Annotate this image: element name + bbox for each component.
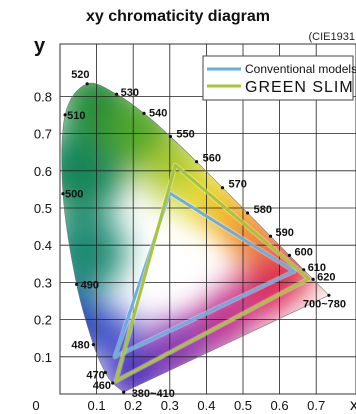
locus-point <box>75 282 79 286</box>
x-tick-label: 0.6 <box>271 398 289 413</box>
y-tick-label: 0.6 <box>34 164 52 179</box>
y-tick-label: 0.7 <box>34 127 52 142</box>
locus-point <box>91 343 95 347</box>
y-tick-label: 0.2 <box>34 313 52 328</box>
wavelength-label: 580 <box>254 204 272 216</box>
grid-lines <box>60 44 356 394</box>
x-tick-label: 0 <box>32 398 39 413</box>
green-slim-triangle <box>114 163 311 383</box>
locus-point <box>168 134 172 139</box>
x-tick-label: 0.7 <box>307 398 325 413</box>
wavelength-label: 480 <box>71 340 89 352</box>
locus-point <box>142 111 146 115</box>
legend-box <box>202 55 354 101</box>
y-tick-label: 0.4 <box>34 238 52 253</box>
wavelength-label: 540 <box>149 107 167 119</box>
y-tick-labels: 0.1 0.2 0.3 0.4 0.5 0.6 0.7 0.8 <box>34 89 52 364</box>
wavelength-label: 590 <box>276 227 294 239</box>
x-tick-labels: 0 0.1 0.2 0.3 0.4 0.5 0.6 0.7 <box>32 398 325 413</box>
locus-point <box>195 160 199 164</box>
wavelength-label: 560 <box>203 153 221 165</box>
y-tick-label: 0.1 <box>34 350 52 365</box>
chart-title: xy chromaticity diagram <box>86 8 270 25</box>
wavelength-label: 700~780 <box>303 298 346 310</box>
locus-point <box>268 234 273 238</box>
wavelength-label: 600 <box>295 246 313 258</box>
locus-point <box>111 381 115 385</box>
locus-point <box>302 268 306 272</box>
locus-point <box>246 211 250 215</box>
y-tick-label: 0.5 <box>34 201 52 216</box>
wavelength-label: 570 <box>229 179 247 191</box>
x-tick-label: 0.3 <box>161 398 179 413</box>
x-tick-label: 0.5 <box>234 398 252 413</box>
locus-point <box>287 253 292 257</box>
wavelength-label: 620 <box>317 271 335 283</box>
gamut-triangles <box>112 162 312 384</box>
wavelength-label: 380~410 <box>132 388 175 400</box>
y-tick-label: 0.8 <box>34 89 52 104</box>
wavelength-label: 550 <box>176 129 194 141</box>
wavelength-label: 470 <box>86 370 104 382</box>
legend-label-green-slim: GREEN SLIM <box>245 79 354 96</box>
locus-point <box>61 192 65 196</box>
x-tick-label: 0.2 <box>124 398 142 413</box>
locus-point <box>220 186 225 190</box>
locus-point <box>327 293 331 297</box>
wavelength-label: 530 <box>121 87 139 99</box>
wavelength-label: 520 <box>71 69 89 81</box>
wavelength-label: 490 <box>81 279 99 291</box>
x-tick-label: 0.4 <box>197 398 215 413</box>
legend: Conventional models GREEN SLIM <box>202 55 356 101</box>
locus-point <box>311 277 315 281</box>
wavelength-label: 610 <box>308 262 326 274</box>
locus-point <box>115 92 119 96</box>
y-tick-label: 0.3 <box>34 275 52 290</box>
x-axis-label: x <box>350 397 356 414</box>
x-tick-label: 0.1 <box>88 398 106 413</box>
wavelength-label: 500 <box>65 189 83 201</box>
wavelength-label: 460 <box>93 380 111 392</box>
legend-label-conventional: Conventional models <box>245 62 356 76</box>
y-axis-label: y <box>34 35 46 57</box>
chart-subtitle: (CIE1931 <box>309 31 355 43</box>
locus-point <box>103 370 107 375</box>
conventional-models-triangle <box>113 191 296 359</box>
locus-point <box>122 390 126 394</box>
locus-point <box>85 82 89 86</box>
wavelength-label: 510 <box>67 110 85 122</box>
locus-point <box>63 113 67 117</box>
